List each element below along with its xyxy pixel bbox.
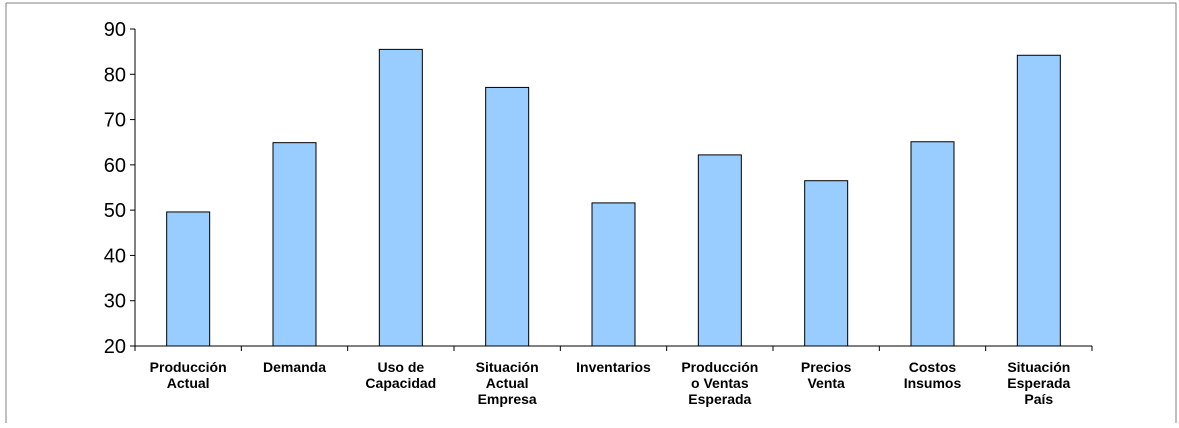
category-label-line: Capacidad: [365, 375, 436, 391]
y-tick-labels: 20 30 40 50 60 70 80 90: [104, 19, 126, 358]
category-label: Precios Venta: [801, 359, 852, 391]
category-label: Uso de Capacidad: [365, 359, 436, 391]
category-label-line: Actual: [167, 375, 210, 391]
y-tick-label: 90: [104, 19, 126, 41]
category-label-line: Actual: [486, 375, 529, 391]
category-label-line: Precios: [801, 359, 852, 375]
category-label: Producción Actual: [150, 359, 227, 391]
y-tick-label: 60: [104, 155, 126, 177]
category-label-line: Producción: [681, 359, 758, 375]
y-tick-label: 20: [104, 336, 126, 358]
bar: [166, 211, 211, 347]
y-tick-label: 50: [104, 200, 126, 222]
category-label-line: Situación: [476, 359, 539, 375]
bar: [697, 154, 742, 347]
category-label-line: Situación: [1007, 359, 1070, 375]
y-tick-label: 40: [104, 245, 126, 267]
bar: [485, 86, 530, 347]
category-label-line: Empresa: [478, 391, 537, 407]
bar: [378, 48, 423, 347]
category-label-line: Producción: [150, 359, 227, 375]
category-label-line: Esperada: [1007, 375, 1070, 391]
category-label: Situación Actual Empresa: [476, 359, 539, 407]
category-label-line: País: [1024, 391, 1053, 407]
category-label: Demanda: [263, 359, 326, 375]
category-label-line: Demanda: [263, 359, 326, 375]
category-label-line: o Ventas: [691, 375, 749, 391]
bar: [910, 141, 955, 347]
category-label-line: Inventarios: [576, 359, 651, 375]
y-tick-label: 80: [104, 64, 126, 86]
category-label-line: Costos: [909, 359, 957, 375]
category-label-line: Insumos: [904, 375, 962, 391]
y-tick-label: 30: [104, 291, 126, 313]
category-label: Inventarios: [576, 359, 651, 375]
category-label-line: Venta: [807, 375, 845, 391]
bar: [591, 202, 636, 347]
bar: [804, 180, 849, 347]
category-label-line: Esperada: [688, 391, 751, 407]
chart-frame: [5, 2, 1177, 423]
category-label: Producción o Ventas Esperada: [681, 359, 758, 407]
bar: [272, 142, 317, 347]
bar: [1016, 54, 1061, 347]
category-label: Costos Insumos: [904, 359, 962, 391]
category-label: Situación Esperada País: [1007, 359, 1070, 407]
bars: [166, 48, 1061, 347]
category-label-line: Uso de: [377, 359, 424, 375]
y-tick-label: 70: [104, 110, 126, 132]
